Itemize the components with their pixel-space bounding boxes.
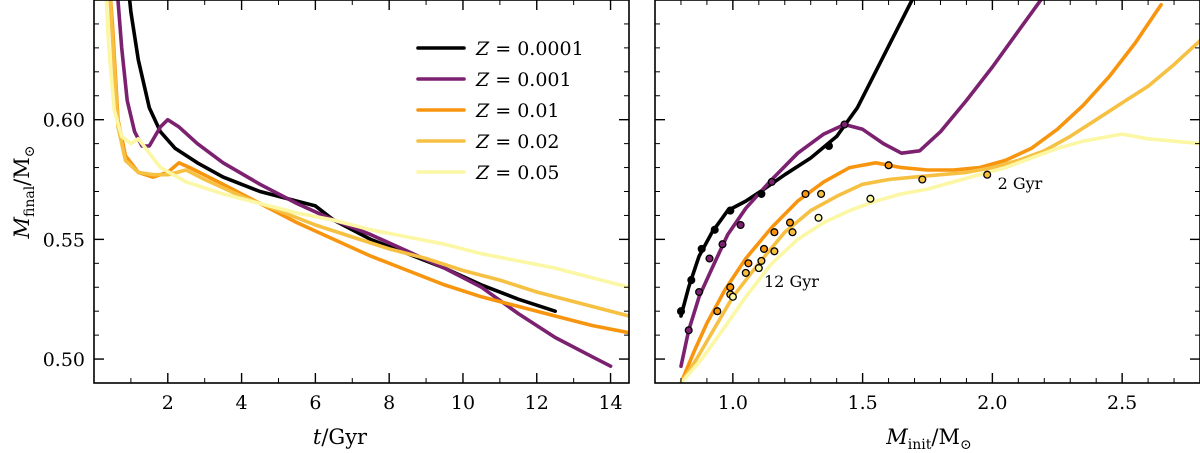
age-marker-z-0-01 <box>884 161 893 170</box>
legend-label-z-0-001: Z = 0.001 <box>475 69 572 91</box>
annotation-12-gyr: 12 Gyr <box>764 272 819 291</box>
age-marker-z-0-02 <box>817 189 826 198</box>
age-marker-z-0-001 <box>736 220 745 230</box>
left-ticks: 2 4 6 8 10 12 14 0.50 0.55 0.60 <box>43 0 629 414</box>
legend-label-z-0-02: Z = 0.02 <box>475 131 560 153</box>
left-x-tick-label: 2 <box>162 392 174 414</box>
legend-label-z-0-0001: Z = 0.0001 <box>475 38 584 60</box>
age-marker-z-0-001 <box>767 177 776 186</box>
age-marker-z-0-05 <box>754 264 763 273</box>
age-marker-z-0-0001 <box>687 276 696 285</box>
age-marker-z-0-05 <box>728 292 737 301</box>
age-marker-z-0-001 <box>684 326 693 335</box>
age-marker-z-0-02 <box>757 256 766 265</box>
age-marker-z-0-01 <box>785 218 795 227</box>
age-marker-z-0-0001 <box>697 244 706 253</box>
right-axes-frame <box>654 0 1200 384</box>
right-series-line-z-0-05 <box>679 132 1200 383</box>
left-x-tick-label: 14 <box>598 392 622 414</box>
right-series-line-z-0-02 <box>679 38 1200 383</box>
left-y-tick-label: 0.55 <box>43 229 85 251</box>
age-marker-z-0-001 <box>718 240 727 249</box>
right-x-tick-label: 1.5 <box>848 392 878 414</box>
left-x-tick-label: 4 <box>236 392 248 414</box>
age-marker-z-0-05 <box>866 194 875 203</box>
right-x-tick-label: 2.0 <box>977 392 1007 414</box>
age-marker-z-0-001 <box>695 287 704 297</box>
left-ylabel: Mfinal/M⊙ <box>10 145 38 239</box>
left-series-group <box>104 0 629 368</box>
age-marker-z-0-01 <box>726 283 735 292</box>
left-x-tick-label: 8 <box>383 392 395 414</box>
age-marker-z-0-0001 <box>726 206 735 215</box>
right-panel: 1.0 1.5 2.0 2.5 2 Gyr 12 Gyr Minit/M⊙ <box>654 0 1200 453</box>
legend-label-z-0-01: Z = 0.01 <box>475 100 560 122</box>
age-marker-z-0-02 <box>741 268 750 277</box>
right-series-line-z-0-0001 <box>679 0 915 318</box>
age-marker-z-0-0001 <box>757 189 766 198</box>
left-x-tick-label: 10 <box>451 392 475 414</box>
age-marker-z-0-01 <box>759 244 769 253</box>
left-x-tick-label: 12 <box>525 392 549 414</box>
left-x-tick-label: 6 <box>309 392 321 414</box>
age-marker-z-0-001 <box>705 254 714 263</box>
legend: Z = 0.0001 Z = 0.001 Z = 0.01 Z = 0.02 Z = 0… <box>416 38 584 184</box>
right-x-tick-label: 1.0 <box>718 392 748 414</box>
age-marker-z-0-01 <box>713 307 722 316</box>
left-series-line-z-0-05 <box>104 0 629 289</box>
age-marker-z-0-02 <box>983 170 992 179</box>
age-marker-z-0-02 <box>770 247 779 256</box>
age-marker-z-0-0001 <box>676 307 686 316</box>
age-marker-z-0-01 <box>744 259 753 268</box>
age-marker-z-0-0001 <box>710 225 719 234</box>
legend-label-z-0-05: Z = 0.05 <box>475 162 560 184</box>
age-marker-z-0-01 <box>801 189 810 198</box>
age-marker-z-0-001 <box>840 120 849 129</box>
age-marker-z-0-01 <box>770 228 779 237</box>
right-xlabel: Minit/M⊙ <box>885 425 971 453</box>
right-markers-group <box>676 120 992 335</box>
age-marker-z-0-02 <box>918 175 927 184</box>
right-series-line-z-0-01 <box>679 3 1163 383</box>
age-marker-z-0-02 <box>788 228 797 237</box>
left-y-tick-label: 0.50 <box>43 349 85 371</box>
right-annotations: 2 Gyr 12 Gyr <box>764 174 1043 291</box>
right-x-tick-label: 2.5 <box>1107 392 1137 414</box>
annotation-2-gyr: 2 Gyr <box>998 174 1043 193</box>
left-xlabel: t/Gyr <box>313 425 368 449</box>
age-marker-z-0-0001 <box>824 141 833 151</box>
age-marker-z-0-05 <box>814 213 823 222</box>
left-y-tick-label: 0.60 <box>43 110 85 132</box>
right-ticks: 1.0 1.5 2.0 2.5 <box>654 0 1200 414</box>
